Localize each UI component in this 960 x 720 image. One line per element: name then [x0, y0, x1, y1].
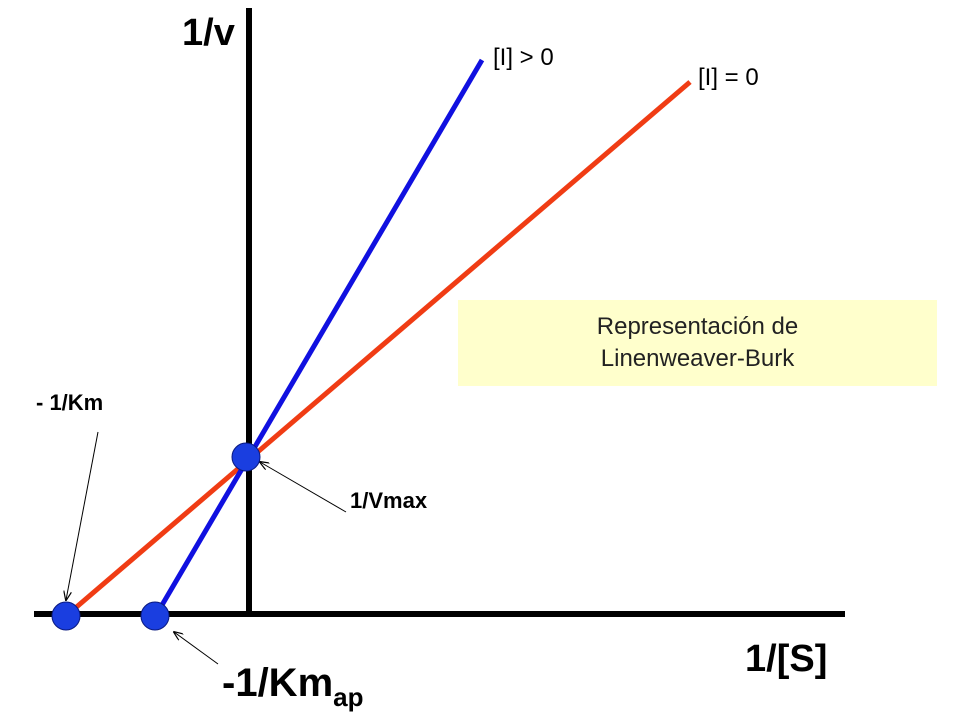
arrow-neg-inv-km-ap — [174, 632, 219, 665]
line-inhibitor — [152, 58, 485, 619]
point-neg-inv-km — [51, 601, 81, 631]
note-box: Representación de Linenweaver-Burk — [458, 300, 937, 386]
y-axis-label: 1/v — [182, 12, 235, 54]
neg-inv-km-label: - 1/Km — [36, 390, 104, 415]
point-neg-inv-km-ap — [140, 601, 170, 631]
note-line-1: Representación de — [596, 312, 799, 340]
line-inhibitor-label: [I] > 0 — [493, 44, 554, 71]
neg-inv-km-ap-subscript: ap — [333, 682, 364, 712]
neg-inv-km-ap-label: -1/Kmap — [222, 663, 363, 710]
x-axis-label: 1/[S] — [745, 638, 828, 680]
arrow-neg-inv-km — [66, 431, 99, 600]
note-line-2: Linenweaver-Burk — [600, 345, 795, 372]
point-inv-vmax — [231, 442, 261, 472]
arrow-inv-vmax — [260, 462, 347, 513]
line-no-inhibitor — [64, 80, 692, 618]
inv-vmax-label: 1/Vmax — [350, 488, 428, 513]
line-no-inhibitor-label: [I] = 0 — [698, 64, 759, 91]
neg-inv-km-ap-main: -1/Km — [222, 661, 334, 705]
